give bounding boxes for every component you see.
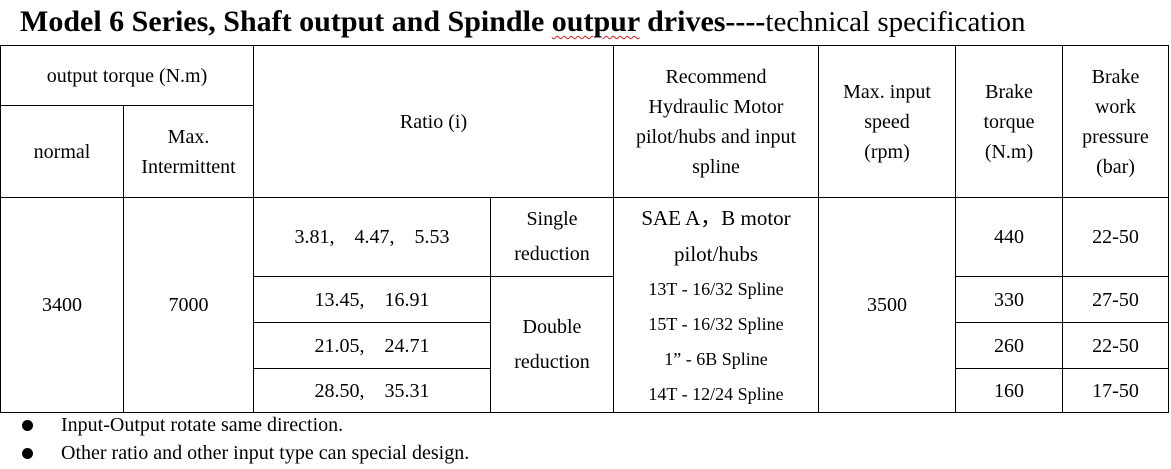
note-text: Input-Output rotate same direction. (61, 414, 344, 436)
cell: 21.05, 24.71 (253, 322, 491, 369)
cell-text: 17-50 (1092, 379, 1139, 402)
cell-text: 160 (994, 379, 1024, 402)
header-text: pressure (1082, 125, 1149, 148)
cell: 27-50 (1062, 276, 1169, 323)
header-text: spline (692, 155, 740, 178)
note: Input-Output rotate same direction. (0, 411, 1171, 439)
notes: Input-Output rotate same direction. Othe… (0, 411, 1171, 467)
cell-text: reduction (514, 243, 590, 265)
cell-text: 440 (994, 226, 1024, 248)
title-suffix: technical specification (765, 6, 1026, 38)
title-part: outpur (551, 5, 640, 38)
title: Model 6 Series, Shaft output and Spindle… (20, 2, 1025, 42)
header-cell: normal (0, 105, 124, 198)
cell: SAE A，B motor pilot/hubs 13T - 16/32 Splin… (613, 197, 819, 413)
cell: 160 (955, 368, 1063, 413)
cell-text: 330 (994, 288, 1024, 311)
cell-text: 27-50 (1092, 288, 1139, 311)
header-text: (N.m) (984, 140, 1034, 163)
title-bold: Model 6 Series, Shaft output and Spindle… (20, 5, 765, 38)
header-cell: Ratio (i) (253, 45, 614, 198)
cell: 440 (955, 197, 1063, 277)
header-cell: Max. Intermittent (123, 105, 254, 198)
cell-text: 13T - 16/32 Spline (648, 279, 784, 299)
note: Other ratio and other input type can spe… (0, 439, 1171, 467)
cell: 3.81, 4.47, 5.53 (253, 197, 491, 277)
bullet (22, 420, 33, 431)
header-text: Max. (167, 125, 210, 148)
title-part: drives---- (639, 5, 766, 38)
header-text: Ratio (i) (399, 110, 468, 133)
cell: Double reduction (490, 276, 614, 413)
cell-text: 7000 (168, 294, 209, 316)
cell-text: SAE A，B motor (641, 206, 791, 230)
cell-text: Double (522, 315, 582, 338)
header-cell: Brake work pressure (bar) (1062, 45, 1169, 198)
cell: 7000 (123, 197, 254, 413)
cell: 22-50 (1062, 322, 1169, 369)
cell-text: pilot/hubs (673, 242, 758, 266)
title-part: Model 6 Series, Shaft output and Spindle (20, 5, 552, 38)
cell-text: 28.50, 35.31 (314, 379, 430, 402)
cell-text: 1” - 6B Spline (664, 349, 768, 369)
header-text: work (1094, 95, 1137, 118)
cell-text: 260 (994, 334, 1024, 357)
header-text: (rpm) (864, 140, 910, 163)
header-text: (bar) (1096, 155, 1135, 178)
cell-text: 22-50 (1092, 334, 1139, 357)
header-text: output torque (N.m) (46, 64, 208, 87)
header-text: Recommend (665, 65, 767, 88)
header-text: Max. input (843, 80, 931, 103)
header-text: Hydraulic Motor (648, 95, 784, 118)
cell: 3500 (818, 197, 956, 413)
header-text: Brake (985, 80, 1033, 103)
header-cell: Recommend Hydraulic Motor pilot/hubs and i… (613, 45, 819, 198)
cell: 17-50 (1062, 368, 1169, 413)
header-text: pilot/hubs and input (636, 125, 796, 148)
cell-text: 14T - 12/24 Spline (648, 384, 784, 404)
cell-text: reduction (514, 350, 590, 373)
cell: 22-50 (1062, 197, 1169, 277)
cell-text: 13.45, 16.91 (314, 288, 430, 311)
header-text: speed (864, 110, 910, 133)
cell: 260 (955, 322, 1063, 369)
cell-text: 3400 (42, 294, 82, 316)
cell-text: 22-50 (1092, 226, 1139, 248)
note-text: Other ratio and other input type can spe… (61, 442, 470, 464)
header-cell: output torque (N.m) (0, 45, 254, 106)
cell-text: Single (526, 208, 578, 230)
cell-text: 3500 (867, 294, 907, 316)
header-cell: Max. input speed (rpm) (818, 45, 956, 198)
cell: 28.50, 35.31 (253, 368, 491, 413)
header-text: Intermittent (141, 155, 236, 178)
cell: 13.45, 16.91 (253, 276, 491, 323)
header-text: torque (983, 110, 1035, 133)
cell: Single reduction (490, 197, 614, 277)
cell-text: 3.81, 4.47, 5.53 (294, 226, 450, 248)
cell: 3400 (0, 197, 124, 413)
cell-text: 21.05, 24.71 (314, 334, 430, 357)
header-text: normal (33, 140, 91, 163)
cell-text: 15T - 16/32 Spline (648, 314, 784, 334)
header-text: Brake (1091, 65, 1140, 88)
spec-table: output torque (N.m) Ratio (i) Recommend H… (0, 45, 1169, 413)
cell: 330 (955, 276, 1063, 323)
header-cell: Brake torque (N.m) (955, 45, 1063, 198)
bullet (22, 448, 33, 459)
